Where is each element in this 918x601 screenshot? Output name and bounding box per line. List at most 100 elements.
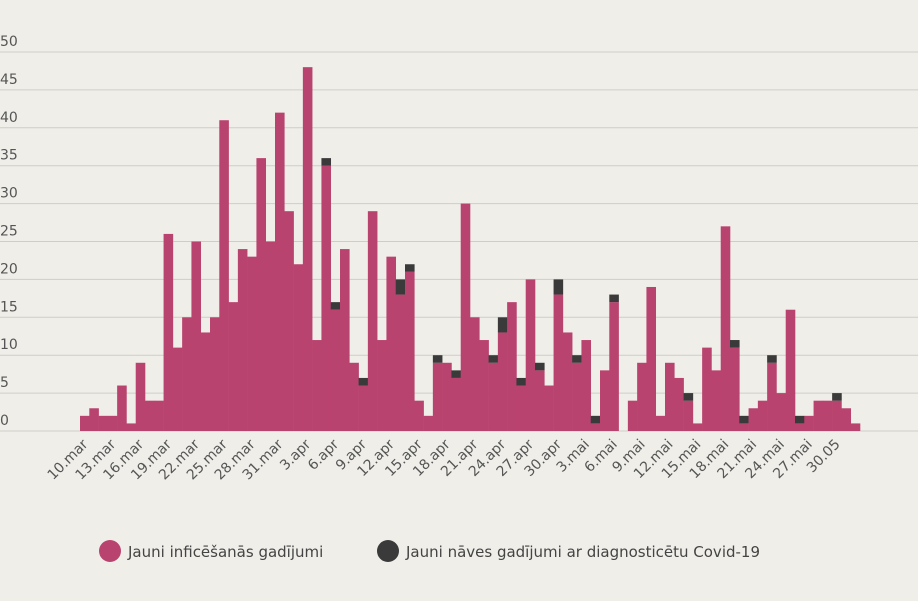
bar-segment <box>525 279 536 431</box>
bar-segment <box>488 362 499 431</box>
bar-segment <box>609 302 619 431</box>
bar-segment <box>219 120 229 431</box>
bar-segment <box>739 423 749 431</box>
bar-segment <box>711 370 722 431</box>
bar-segment <box>516 377 527 386</box>
bar-segment <box>395 279 406 295</box>
bar-segment <box>367 211 378 431</box>
bar-segment <box>590 423 601 431</box>
bar-segment <box>451 370 462 378</box>
bar-segment <box>497 317 508 333</box>
bar-segment <box>172 347 183 431</box>
bar-segment <box>228 302 239 431</box>
bar-segment <box>312 340 322 431</box>
y-tick-label: 45 <box>0 72 18 88</box>
bar-segment <box>182 317 192 431</box>
y-tick-label: 20 <box>0 261 18 277</box>
bar-segment <box>405 271 415 431</box>
legend-label: Jauni nāves gadījumi ar diagnosticētu Co… <box>405 543 760 561</box>
bar-segment <box>702 347 712 431</box>
bar-segment <box>80 415 90 431</box>
bar-segment <box>135 362 146 431</box>
bar-segment <box>386 256 397 431</box>
bar-segment <box>163 233 174 431</box>
bar-segment <box>832 400 842 431</box>
bar-segment <box>730 340 740 348</box>
bar-segment <box>265 241 276 431</box>
bar-segment <box>822 400 833 431</box>
bar-segment <box>767 355 777 363</box>
bar-segment <box>553 279 564 295</box>
bar-segment <box>340 249 350 431</box>
bar-segment <box>562 332 573 431</box>
bar-segment <box>692 423 703 431</box>
bar-segment <box>795 415 805 424</box>
bar-segment <box>349 362 359 431</box>
bar-segment <box>321 158 332 166</box>
bar-segment <box>358 377 369 386</box>
bar-segment <box>683 400 694 431</box>
bar-segment <box>451 377 462 431</box>
bar-segment <box>748 408 759 431</box>
bar-segment <box>479 340 489 431</box>
bar-segment <box>553 294 564 431</box>
bar-segment <box>739 415 749 424</box>
bar-segment <box>795 423 805 431</box>
bar-segment <box>841 408 852 431</box>
bar-segment <box>395 294 406 431</box>
bar-segment <box>302 67 313 431</box>
legend-swatch <box>99 540 121 562</box>
bar-segment <box>210 317 220 431</box>
bar-segment <box>497 332 508 431</box>
bar-segment <box>89 408 99 431</box>
y-tick-label: 35 <box>0 148 18 164</box>
bar-segment <box>572 362 582 431</box>
x-tick-label: 3.apr <box>277 436 314 473</box>
bar-segment <box>460 203 471 431</box>
bar-segment <box>665 362 675 431</box>
bar-segment <box>432 362 443 431</box>
bar-segment <box>414 400 424 431</box>
bar-segment <box>590 415 601 424</box>
bar-segment <box>535 362 545 371</box>
bar-segment <box>284 211 294 431</box>
bar-segment <box>674 377 684 431</box>
bar-segment <box>330 309 341 431</box>
bar-segment <box>609 294 619 303</box>
bar-segment <box>776 393 787 431</box>
y-tick-label: 10 <box>0 337 18 353</box>
bar-segment <box>785 309 796 431</box>
y-tick-label: 50 <box>0 34 18 50</box>
y-tick-label: 0 <box>0 413 9 429</box>
bar-segment <box>256 158 267 431</box>
bar-segment <box>535 370 545 431</box>
bar-segment <box>98 415 109 431</box>
bar-segment <box>804 415 814 431</box>
bar-segment <box>377 340 387 431</box>
bar-segment <box>832 393 842 401</box>
bar-segment <box>544 385 554 431</box>
y-tick-label: 40 <box>0 110 18 126</box>
bar-segment <box>330 302 341 310</box>
bar-segment <box>600 370 610 431</box>
bar-segment <box>405 264 415 272</box>
bar-segment <box>627 400 638 431</box>
bar-segment <box>423 415 434 431</box>
bar-segment <box>813 400 824 431</box>
bar-segment <box>321 165 332 431</box>
bar-segment <box>247 256 257 431</box>
bar-segment <box>516 385 527 431</box>
bar-segment <box>200 332 211 431</box>
y-tick-label: 30 <box>0 186 18 202</box>
bar-segment <box>767 362 777 431</box>
bar-segment <box>757 400 768 431</box>
bar-segment <box>850 423 861 431</box>
y-tick-label: 15 <box>0 299 18 315</box>
bar-segment <box>432 355 443 363</box>
bar-segment <box>107 415 118 431</box>
bar-segment <box>117 385 127 431</box>
bar-segment <box>683 393 694 401</box>
bar-segment <box>442 362 452 431</box>
legend-swatch <box>377 540 399 562</box>
